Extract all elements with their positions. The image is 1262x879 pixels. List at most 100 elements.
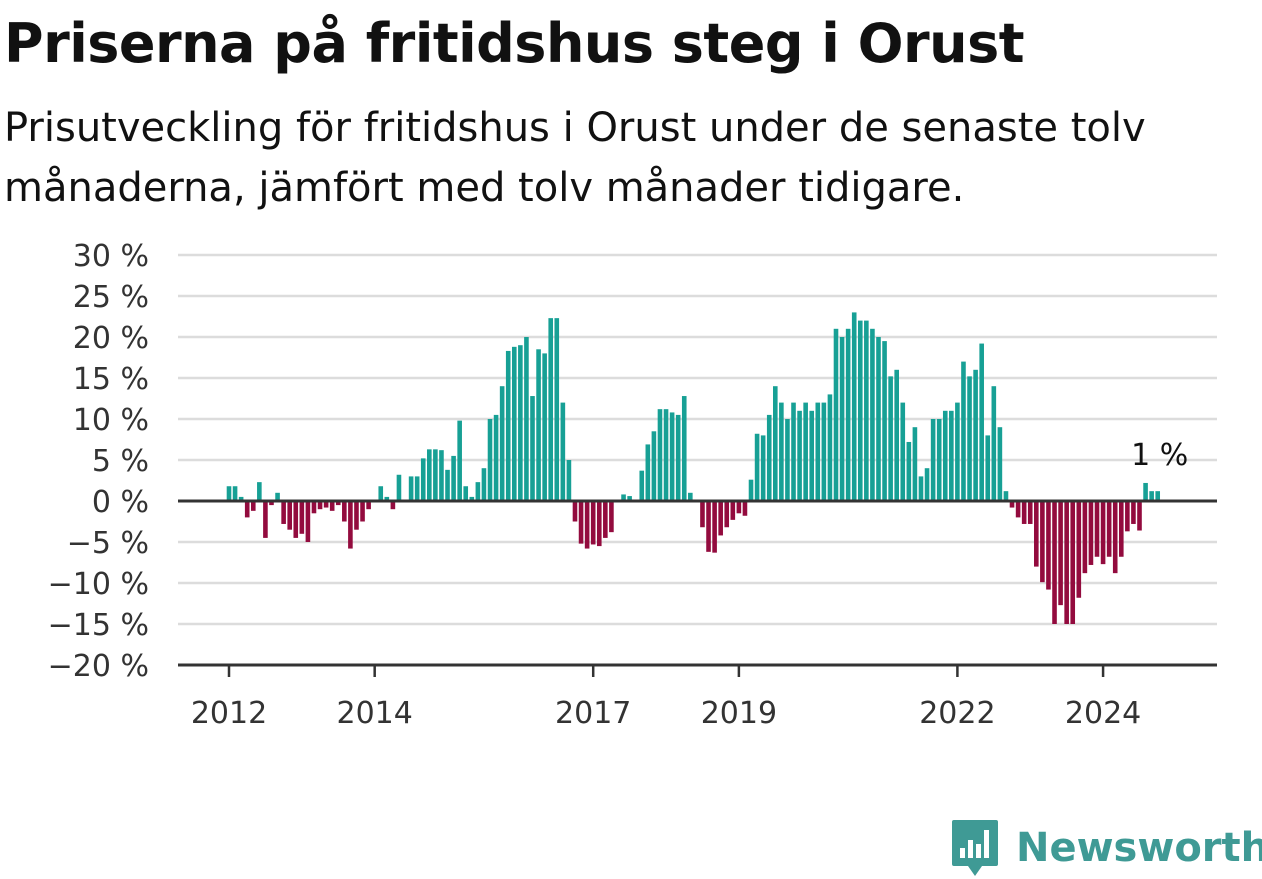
bar xyxy=(1070,501,1076,624)
bar xyxy=(1155,491,1161,501)
bar xyxy=(1137,501,1142,531)
y-tick-label: 0 % xyxy=(92,485,149,520)
bar xyxy=(1094,501,1100,557)
bar xyxy=(736,501,742,514)
bar xyxy=(1149,491,1154,501)
bar xyxy=(342,501,347,522)
bar xyxy=(1027,501,1033,524)
bar xyxy=(779,402,784,501)
bar xyxy=(1088,501,1094,565)
bar xyxy=(651,431,657,501)
bar xyxy=(287,501,292,530)
axes xyxy=(178,499,1217,677)
bar xyxy=(378,486,384,501)
bar xyxy=(930,419,936,501)
bar xyxy=(408,476,414,501)
bar xyxy=(979,343,984,501)
bar xyxy=(232,486,238,501)
bar xyxy=(263,501,268,538)
bar xyxy=(645,444,651,501)
bar xyxy=(317,501,323,510)
bar xyxy=(785,419,790,501)
bar xyxy=(609,501,614,533)
bar xyxy=(1143,482,1148,501)
bar xyxy=(524,337,529,501)
bar xyxy=(918,476,924,501)
bar xyxy=(1100,501,1106,565)
bar xyxy=(257,482,262,501)
y-tick-label: −10 % xyxy=(48,567,149,602)
bar xyxy=(1052,501,1057,624)
bar xyxy=(809,410,815,501)
bar xyxy=(706,501,711,552)
bar xyxy=(427,449,432,501)
bar xyxy=(542,353,547,501)
bar xyxy=(1015,501,1021,518)
bar xyxy=(718,501,723,536)
bar xyxy=(250,501,256,511)
bar xyxy=(833,328,839,501)
bar xyxy=(554,318,560,501)
bars xyxy=(226,312,1161,624)
gridlines xyxy=(178,253,1217,626)
bar xyxy=(821,402,827,501)
bar xyxy=(445,469,450,501)
bar xyxy=(791,402,796,501)
bar xyxy=(724,501,730,528)
bar xyxy=(663,409,669,501)
bar xyxy=(870,328,875,501)
bar xyxy=(360,501,365,522)
bar xyxy=(548,318,554,501)
bar xyxy=(572,501,578,522)
bar xyxy=(882,341,887,501)
bar xyxy=(560,402,566,501)
bar xyxy=(511,346,517,501)
brand-logo: Newsworthy xyxy=(950,818,1262,878)
bar xyxy=(973,369,978,501)
bar xyxy=(1076,501,1082,598)
bar xyxy=(730,501,736,520)
bar xyxy=(226,486,232,501)
y-tick-label: 5 % xyxy=(92,444,149,479)
bar xyxy=(967,376,972,501)
bar xyxy=(505,350,511,501)
chart-subtitle: Prisutveckling för fritidshus i Orust un… xyxy=(4,105,1146,211)
bar xyxy=(323,501,329,508)
bar xyxy=(900,402,906,501)
bar xyxy=(420,458,426,501)
y-tick-label: 25 % xyxy=(73,280,149,315)
chart-title: Priserna på fritidshus steg i Orust xyxy=(4,12,1025,75)
bar xyxy=(949,410,954,501)
bar xyxy=(530,396,535,501)
bar xyxy=(566,460,572,501)
bar xyxy=(621,494,626,501)
bar xyxy=(942,410,948,501)
bar xyxy=(536,349,541,501)
bar xyxy=(657,409,663,501)
bar xyxy=(305,501,311,542)
y-tick-label: 15 % xyxy=(73,362,149,397)
bar xyxy=(857,320,863,501)
bar xyxy=(803,402,808,501)
bar xyxy=(997,427,1003,501)
bar xyxy=(390,501,396,510)
x-tick-label: 2017 xyxy=(555,696,631,731)
bar xyxy=(481,468,487,501)
bar xyxy=(414,476,420,501)
latest-value-annotation: 1 % xyxy=(1131,438,1188,473)
bar xyxy=(742,501,748,516)
bar xyxy=(281,501,286,524)
bar xyxy=(475,482,481,501)
y-axis-labels: 30 % 25 % 20 % 15 % 10 % 5 % 0 % −5 % −10 % −15 %… xyxy=(48,239,149,684)
bar xyxy=(1125,501,1130,532)
bar xyxy=(797,410,802,501)
y-tick-label: −5 % xyxy=(67,526,149,561)
bar xyxy=(1046,501,1051,590)
bar xyxy=(493,414,499,501)
bar xyxy=(275,492,280,501)
bar xyxy=(499,386,505,501)
bar xyxy=(688,492,693,501)
bar xyxy=(1064,501,1069,624)
bar xyxy=(439,450,444,501)
